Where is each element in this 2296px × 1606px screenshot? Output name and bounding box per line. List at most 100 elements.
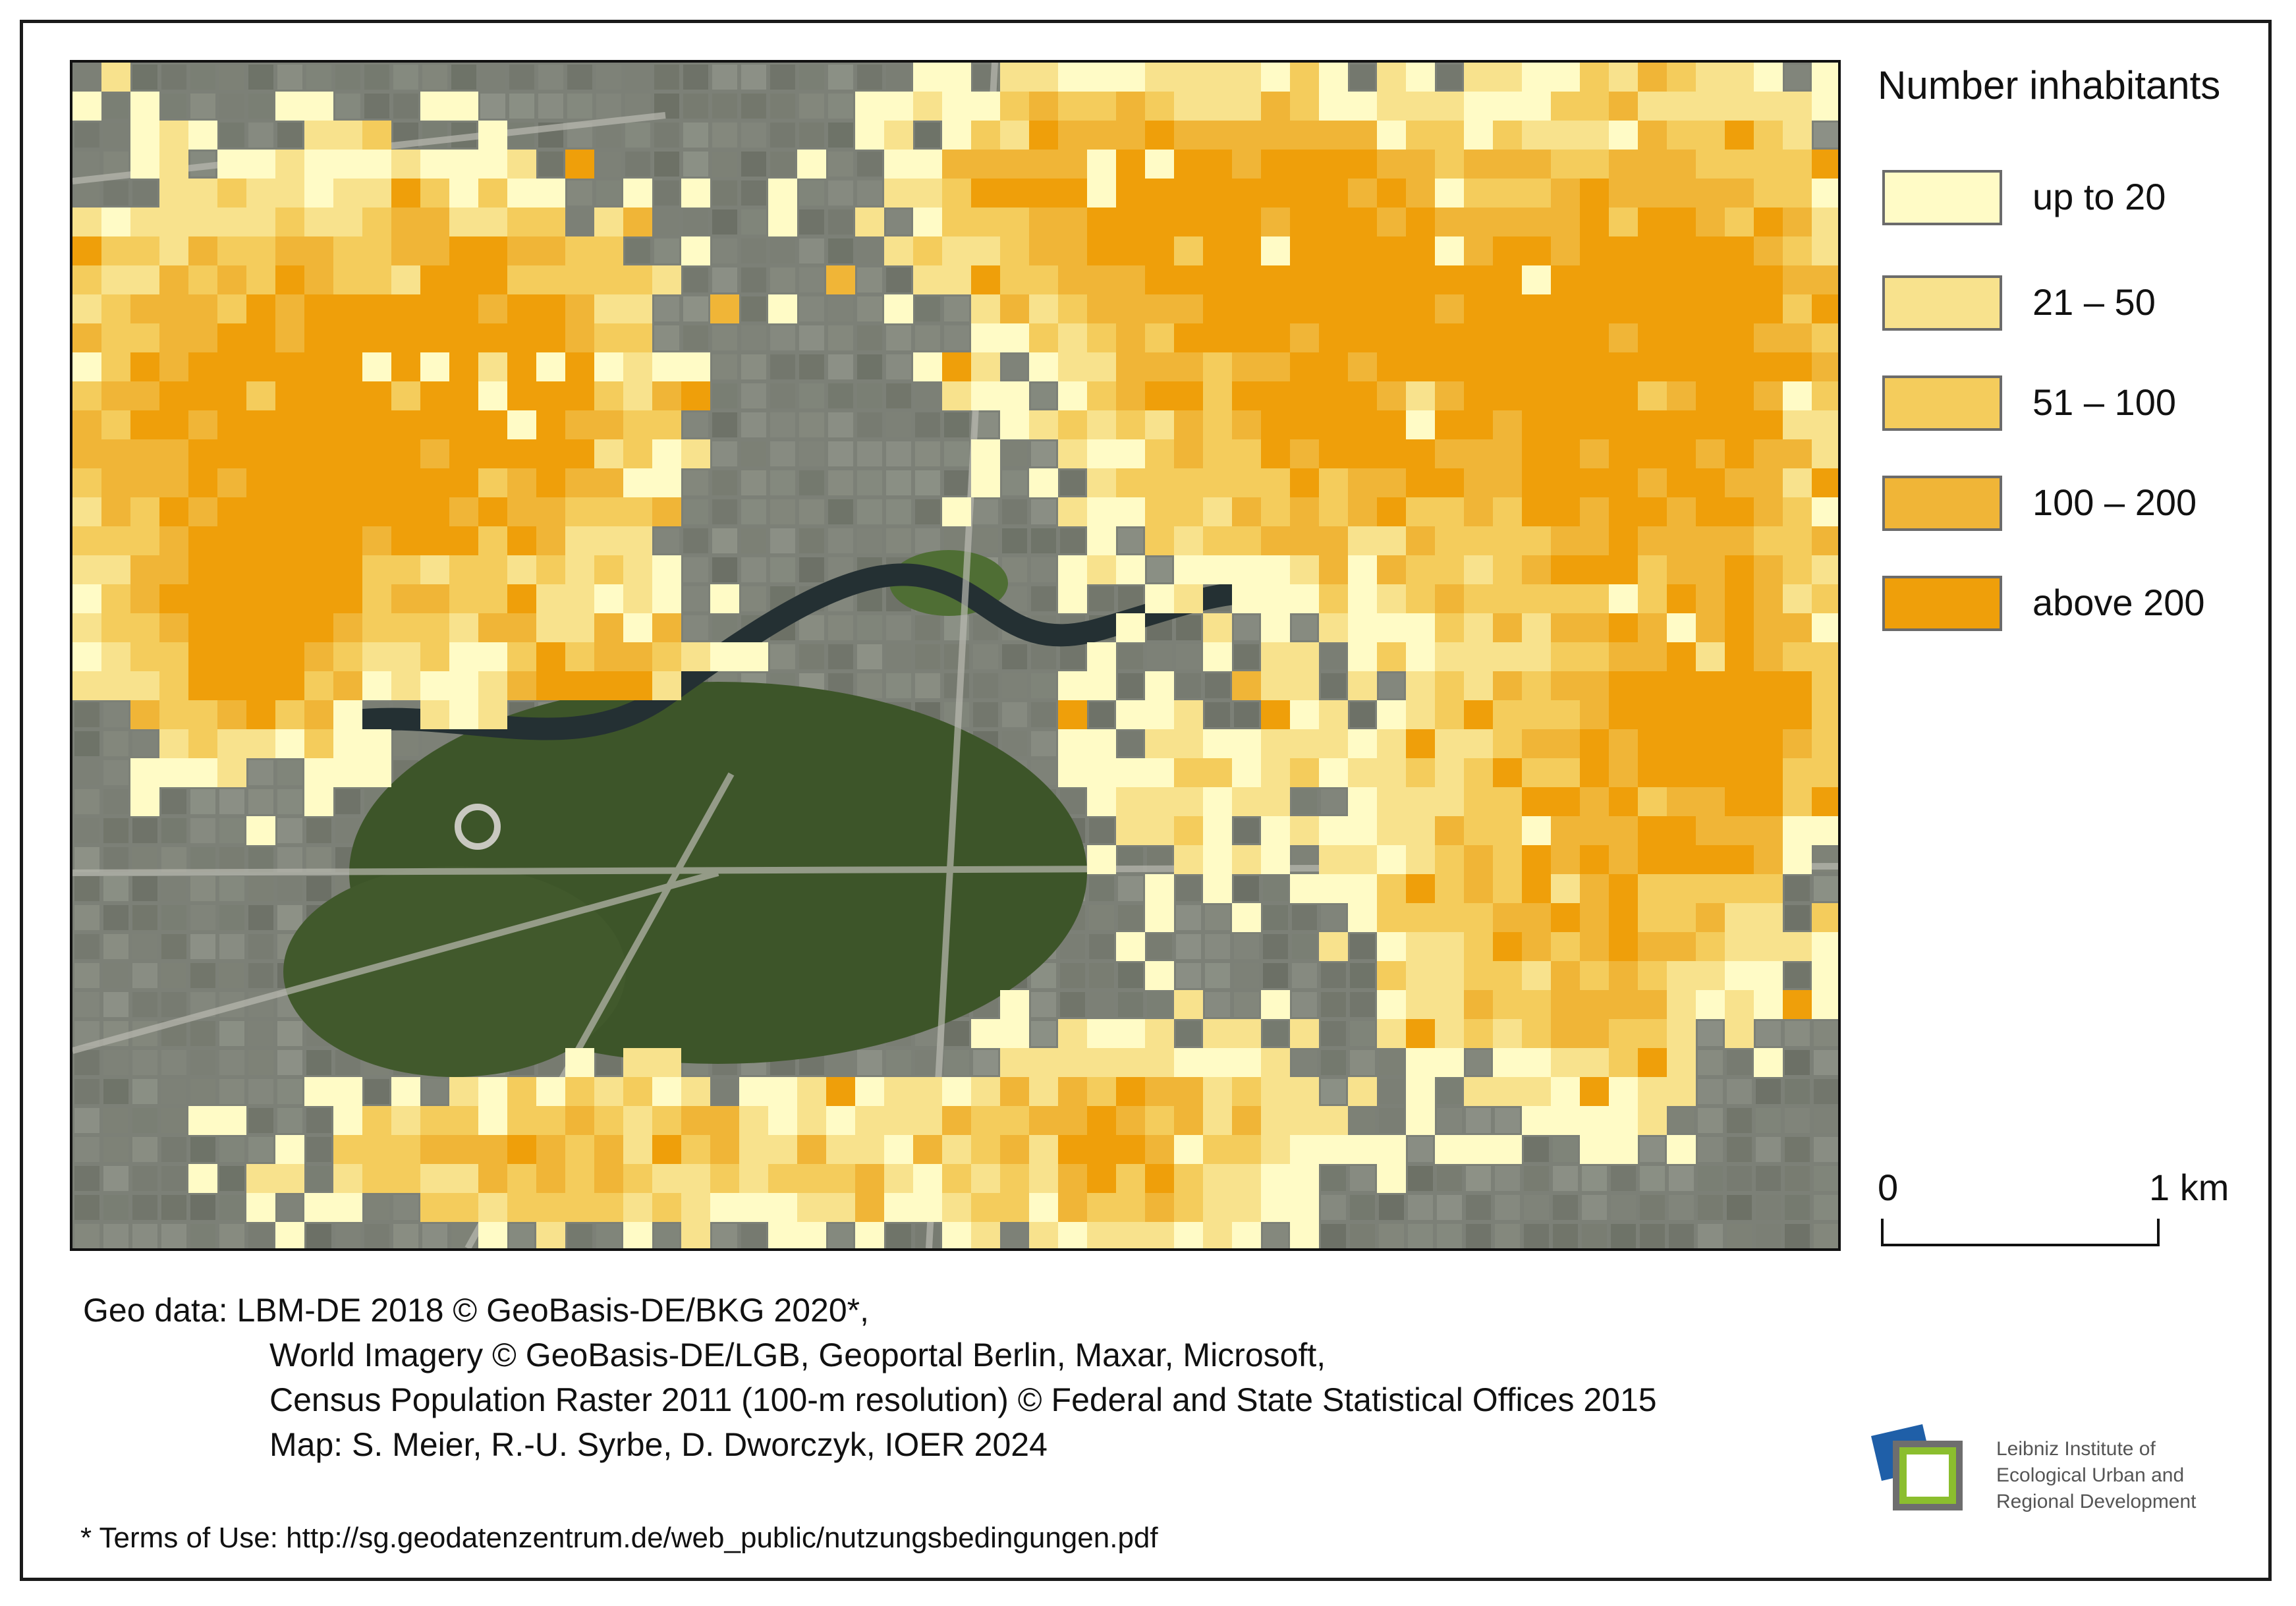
urban-block xyxy=(132,1108,157,1133)
population-cell xyxy=(1145,497,1174,526)
population-cell xyxy=(1406,381,1435,410)
population-cell xyxy=(1667,613,1696,642)
population-cell xyxy=(1754,208,1783,236)
population-cell xyxy=(1609,410,1638,439)
population-cell xyxy=(594,1106,623,1135)
urban-block xyxy=(1234,934,1259,959)
population-cell xyxy=(72,584,101,613)
population-cell xyxy=(130,758,159,787)
population-cell xyxy=(478,584,507,613)
population-cell xyxy=(333,1164,362,1193)
population-cell xyxy=(1203,1048,1232,1077)
population-cell xyxy=(1551,874,1580,903)
urban-block xyxy=(132,963,157,988)
population-cell xyxy=(1377,265,1406,294)
population-cell xyxy=(1145,236,1174,265)
population-cell xyxy=(1087,121,1116,150)
population-cell xyxy=(1174,381,1203,410)
credit-line-authors: Map: S. Meier, R.-U. Syrbe, D. Dworczyk,… xyxy=(269,1426,1048,1463)
urban-block xyxy=(1002,528,1027,553)
population-cell xyxy=(797,1222,826,1248)
map-canvas[interactable] xyxy=(70,60,1841,1251)
urban-block xyxy=(161,1224,186,1248)
urban-block xyxy=(1350,1021,1375,1046)
scale-end-label: 1 km xyxy=(2149,1167,2229,1208)
population-cell xyxy=(1174,439,1203,468)
urban-block xyxy=(1698,1108,1723,1133)
population-cell xyxy=(1638,990,1667,1019)
population-cell xyxy=(1145,729,1174,758)
urban-block xyxy=(1263,905,1288,930)
population-cell xyxy=(1290,265,1319,294)
urban-block xyxy=(683,557,708,582)
population-cell xyxy=(1377,179,1406,208)
population-cell xyxy=(304,584,333,613)
population-cell xyxy=(1058,1135,1087,1164)
credit-line-imagery: World Imagery © GeoBasis-DE/LGB, Geoport… xyxy=(269,1337,1326,1373)
population-cell xyxy=(971,1106,1000,1135)
population-cell xyxy=(1725,497,1754,526)
population-cell xyxy=(1174,845,1203,874)
population-cell xyxy=(1029,294,1058,323)
urban-block xyxy=(1408,1166,1433,1191)
population-cell xyxy=(1029,265,1058,294)
urban-block xyxy=(1379,1079,1404,1104)
urban-block xyxy=(1350,1195,1375,1220)
urban-block xyxy=(886,383,911,408)
population-cell xyxy=(536,236,565,265)
population-cell xyxy=(1058,323,1087,352)
population-cell xyxy=(1580,555,1609,584)
population-cell xyxy=(1493,497,1522,526)
population-cell xyxy=(652,555,681,584)
population-cell xyxy=(1493,642,1522,671)
population-cell xyxy=(304,208,333,236)
population-cell xyxy=(1319,700,1348,729)
urban-block xyxy=(1727,1108,1752,1133)
urban-block xyxy=(915,673,940,698)
population-cell xyxy=(942,1222,971,1248)
population-cell xyxy=(1493,92,1522,121)
urban-block xyxy=(1321,992,1346,1017)
urban-block xyxy=(74,152,99,177)
population-cell xyxy=(1551,555,1580,584)
population-cell xyxy=(130,787,159,816)
population-cell xyxy=(594,265,623,294)
population-cell xyxy=(1087,323,1116,352)
population-cell xyxy=(130,236,159,265)
urban-block xyxy=(683,412,708,437)
population-cell xyxy=(1754,990,1783,1019)
population-cell xyxy=(1232,381,1261,410)
population-cell xyxy=(1319,121,1348,150)
population-cell xyxy=(1290,179,1319,208)
population-cell xyxy=(1145,179,1174,208)
population-cell xyxy=(478,294,507,323)
population-cell xyxy=(449,526,478,555)
population-cell xyxy=(1232,787,1261,816)
urban-block xyxy=(683,470,708,495)
urban-block xyxy=(306,1108,331,1133)
population-cell xyxy=(217,352,246,381)
population-cell xyxy=(1783,265,1812,294)
urban-block xyxy=(248,1050,273,1075)
population-cell xyxy=(478,352,507,381)
population-cell xyxy=(1522,1077,1551,1106)
urban-block xyxy=(1727,1137,1752,1162)
population-cell xyxy=(275,526,304,555)
population-cell xyxy=(1638,1106,1667,1135)
population-cell xyxy=(1406,352,1435,381)
population-cell xyxy=(1580,1106,1609,1135)
population-cell xyxy=(1551,150,1580,179)
urban-block xyxy=(828,644,853,669)
population-cell xyxy=(1203,497,1232,526)
population-cell xyxy=(1232,1135,1261,1164)
population-cell xyxy=(1087,208,1116,236)
urban-block xyxy=(1408,1224,1433,1248)
population-cell xyxy=(1522,208,1551,236)
population-cell xyxy=(1058,758,1087,787)
urban-block xyxy=(248,123,273,148)
population-cell xyxy=(1725,613,1754,642)
population-cell xyxy=(420,381,449,410)
urban-block xyxy=(393,94,418,119)
population-cell xyxy=(1290,584,1319,613)
population-cell xyxy=(565,1164,594,1193)
